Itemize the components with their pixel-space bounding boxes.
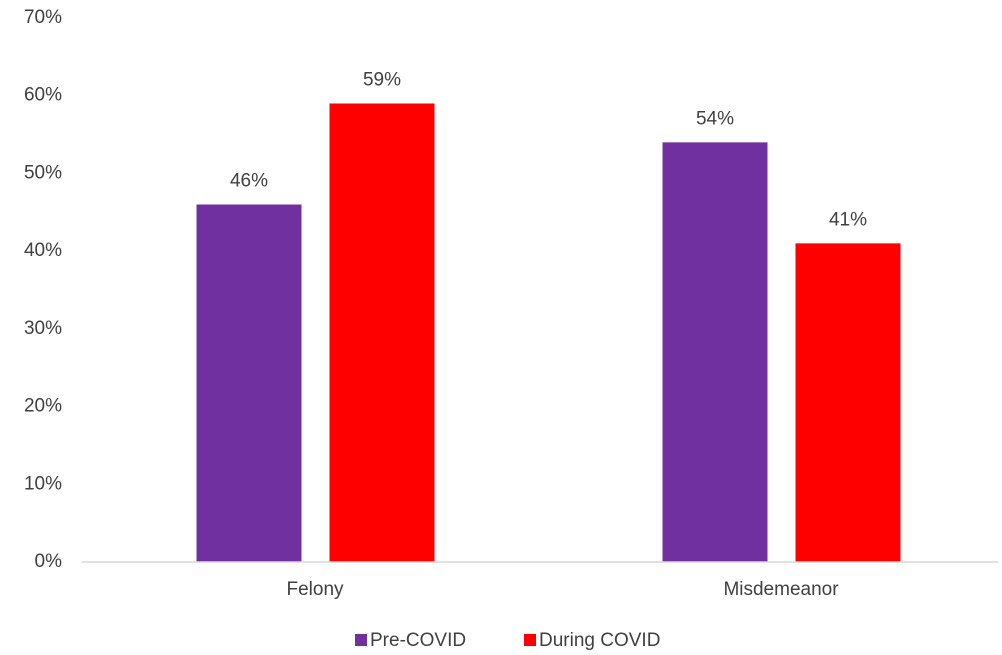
y-tick-label: 70% — [24, 7, 62, 28]
y-tick-label: 30% — [24, 318, 62, 339]
y-tick-label: 60% — [24, 85, 62, 106]
data-label: 46% — [230, 171, 268, 192]
legend-swatch — [524, 634, 536, 646]
bar — [662, 142, 768, 563]
legend-label: Pre-COVID — [370, 630, 466, 651]
y-tick-label: 0% — [35, 551, 63, 572]
legend-swatch — [355, 634, 367, 646]
bar — [329, 103, 435, 562]
y-tick-label: 40% — [24, 240, 62, 261]
x-tick-label: Misdemeanor — [723, 579, 839, 600]
bar — [196, 204, 302, 562]
data-label: 41% — [829, 209, 867, 230]
y-tick-label: 10% — [24, 473, 62, 494]
y-tick-label: 50% — [24, 162, 62, 183]
data-label: 59% — [363, 70, 401, 91]
y-tick-label: 20% — [24, 396, 62, 417]
bar — [795, 243, 901, 562]
x-tick-label: Felony — [286, 579, 344, 600]
legend-label: During COVID — [539, 630, 660, 651]
data-label: 54% — [696, 108, 734, 129]
